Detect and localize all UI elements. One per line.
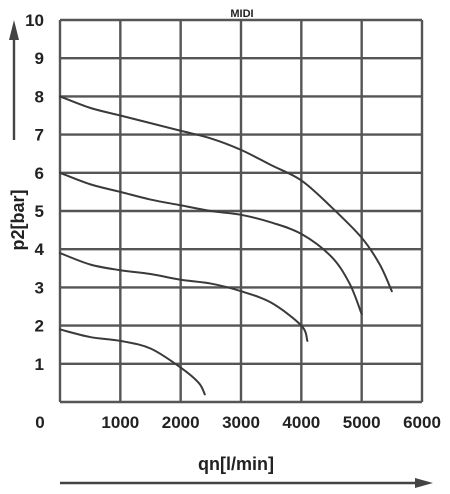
grid — [58, 18, 424, 404]
series-curve-2 — [59, 171, 363, 316]
x-tick-label: 6000 — [403, 413, 441, 432]
y-tick-label: 3 — [35, 278, 44, 297]
y-tick-label: 4 — [35, 240, 45, 259]
y-tick-label: 5 — [35, 202, 44, 221]
x-tick-label: 0 — [35, 413, 44, 432]
y-tick-label: 10 — [25, 11, 44, 30]
chart-title: MIDI — [230, 8, 253, 20]
x-axis-title: qn[l/min] — [198, 454, 274, 474]
x-axis-arrowhead — [415, 478, 433, 488]
y-tick-label: 7 — [35, 126, 44, 145]
x-tick-label: 2000 — [162, 413, 200, 432]
curves — [59, 95, 393, 396]
series-curve-3 — [59, 252, 309, 342]
y-tick-label: 9 — [35, 49, 44, 68]
y-tick-label: 8 — [35, 87, 44, 106]
y-axis-arrowhead — [9, 20, 19, 40]
series-curve-4 — [59, 328, 206, 396]
y-tick-label: 6 — [35, 164, 44, 183]
y-axis-title: p2[bar] — [8, 189, 28, 250]
tick-labels: 0 1000 2000 3000 4000 5000 6000 1 2 3 4 5 6 7 8 9 10 — [25, 11, 441, 432]
x-tick-label: 1000 — [101, 413, 139, 432]
y-tick-label: 1 — [35, 355, 44, 374]
x-tick-label: 4000 — [282, 413, 320, 432]
x-tick-label: 3000 — [222, 413, 260, 432]
y-tick-label: 2 — [35, 317, 44, 336]
x-tick-label: 5000 — [343, 413, 381, 432]
series-curve-1 — [59, 95, 393, 293]
